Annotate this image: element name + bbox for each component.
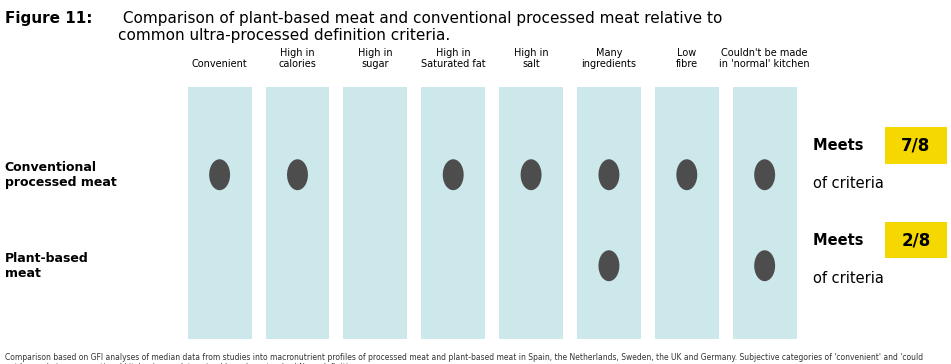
- Ellipse shape: [754, 250, 775, 281]
- Text: Many
ingredients: Many ingredients: [581, 48, 636, 69]
- FancyBboxPatch shape: [577, 87, 641, 339]
- Text: 2/8: 2/8: [902, 231, 930, 249]
- Text: High in
calories: High in calories: [279, 48, 317, 69]
- Text: Couldn't be made
in 'normal' kitchen: Couldn't be made in 'normal' kitchen: [719, 48, 810, 69]
- Text: High in
sugar: High in sugar: [358, 48, 393, 69]
- FancyBboxPatch shape: [187, 87, 252, 339]
- FancyBboxPatch shape: [884, 127, 946, 164]
- Text: High in
Saturated fat: High in Saturated fat: [421, 48, 486, 69]
- Text: of criteria: of criteria: [813, 176, 884, 191]
- Text: of criteria: of criteria: [813, 271, 884, 286]
- Text: 7/8: 7/8: [902, 136, 930, 155]
- Text: Comparison based on GFI analyses of median data from studies into macronutrient : Comparison based on GFI analyses of medi…: [5, 353, 922, 364]
- FancyBboxPatch shape: [732, 87, 797, 339]
- FancyBboxPatch shape: [421, 87, 485, 339]
- Text: Meets: Meets: [813, 233, 868, 248]
- Ellipse shape: [520, 159, 541, 190]
- Ellipse shape: [287, 159, 308, 190]
- Text: Comparison of plant-based meat and conventional processed meat relative to
commo: Comparison of plant-based meat and conve…: [118, 11, 722, 43]
- FancyBboxPatch shape: [265, 87, 329, 339]
- FancyBboxPatch shape: [655, 87, 719, 339]
- Ellipse shape: [754, 159, 775, 190]
- Text: Plant-based
meat: Plant-based meat: [5, 252, 88, 280]
- Text: Conventional
processed meat: Conventional processed meat: [5, 161, 117, 189]
- Ellipse shape: [598, 159, 619, 190]
- Text: High in
salt: High in salt: [514, 48, 549, 69]
- Text: Figure 11:: Figure 11:: [5, 11, 92, 26]
- FancyBboxPatch shape: [884, 222, 946, 258]
- Text: Meets: Meets: [813, 138, 868, 153]
- Text: Low
fibre: Low fibre: [676, 48, 698, 69]
- FancyBboxPatch shape: [499, 87, 563, 339]
- Ellipse shape: [443, 159, 464, 190]
- Ellipse shape: [598, 250, 619, 281]
- FancyBboxPatch shape: [343, 87, 407, 339]
- Ellipse shape: [209, 159, 230, 190]
- Text: Convenient: Convenient: [192, 59, 247, 69]
- Ellipse shape: [676, 159, 697, 190]
